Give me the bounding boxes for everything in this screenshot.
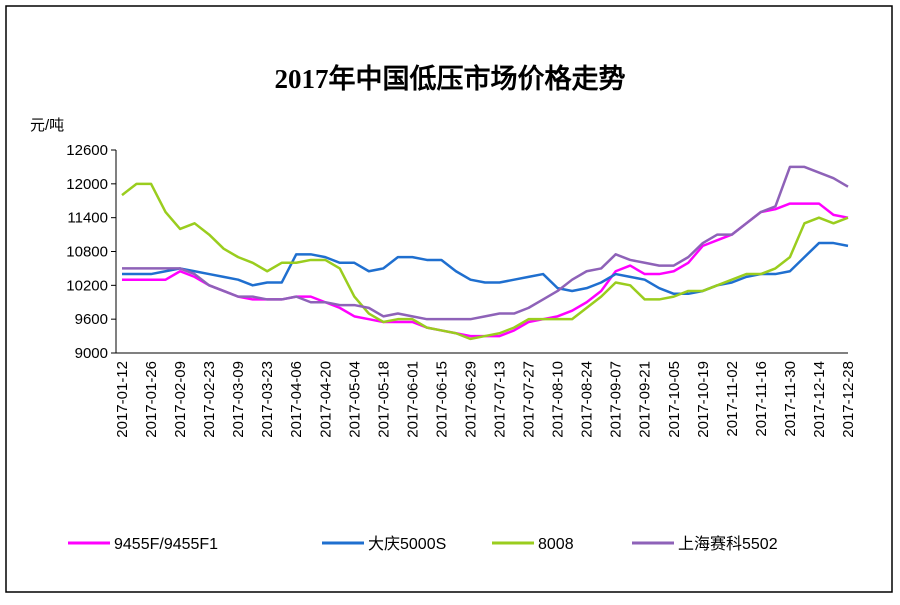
legend-label: 9455F/9455F1 xyxy=(114,536,218,553)
y-tick-label: 12600 xyxy=(66,142,108,159)
x-tick-label: 2017-08-24 xyxy=(579,361,596,438)
series-line xyxy=(121,182,849,341)
x-tick-label: 2017-01-12 xyxy=(114,361,131,438)
x-tick-label: 2017-12-14 xyxy=(811,361,828,438)
frame xyxy=(5,5,893,593)
chart-title: 2017年中国低压市场价格走势 xyxy=(275,63,626,94)
x-tick-label: 2017-06-01 xyxy=(404,361,421,438)
x-tick-label: 2017-08-10 xyxy=(550,361,567,438)
y-tick-label: 10800 xyxy=(66,244,108,261)
x-tick-label: 2017-05-18 xyxy=(375,361,392,438)
x-tick-label: 2017-02-23 xyxy=(201,361,218,438)
x-tick-label: 2017-07-13 xyxy=(492,361,509,438)
y-tick-label: 12000 xyxy=(66,176,108,193)
legend-label: 上海赛科5502 xyxy=(678,534,778,553)
x-tick-label: 2017-04-06 xyxy=(288,361,305,438)
x-tick-label: 2017-12-28 xyxy=(840,361,857,438)
y-tick-label: 9600 xyxy=(75,311,108,328)
x-tick-label: 2017-06-29 xyxy=(462,361,479,438)
y-tick-label: 9000 xyxy=(75,345,108,362)
x-tick-label: 2017-04-20 xyxy=(317,361,334,438)
y-tick-label: 10200 xyxy=(66,277,108,294)
legend-label: 8008 xyxy=(538,536,574,553)
x-tick-label: 2017-11-02 xyxy=(724,361,741,437)
x-tick-label: 2017-11-16 xyxy=(753,361,770,437)
x-tick-label: 2017-06-15 xyxy=(433,361,450,438)
y-axis-label: 元/吨 xyxy=(30,117,64,134)
x-tick-label: 2017-01-26 xyxy=(143,361,160,438)
x-tick-label: 2017-11-30 xyxy=(782,361,799,437)
y-tick-label: 11400 xyxy=(67,210,108,227)
x-tick-label: 2017-02-09 xyxy=(172,361,189,438)
legend-label: 大庆5000S xyxy=(368,535,446,553)
x-tick-label: 2017-03-09 xyxy=(230,361,247,438)
x-tick-label: 2017-09-21 xyxy=(637,361,654,438)
x-tick-label: 2017-10-05 xyxy=(666,361,683,438)
x-tick-label: 2017-05-04 xyxy=(346,361,363,438)
x-tick-label: 2017-07-27 xyxy=(521,361,538,438)
series-line xyxy=(122,165,849,321)
series-line xyxy=(122,241,849,296)
x-tick-label: 2017-09-07 xyxy=(608,361,625,438)
x-tick-label: 2017-03-23 xyxy=(259,361,276,438)
x-tick-label: 2017-10-19 xyxy=(695,361,712,438)
